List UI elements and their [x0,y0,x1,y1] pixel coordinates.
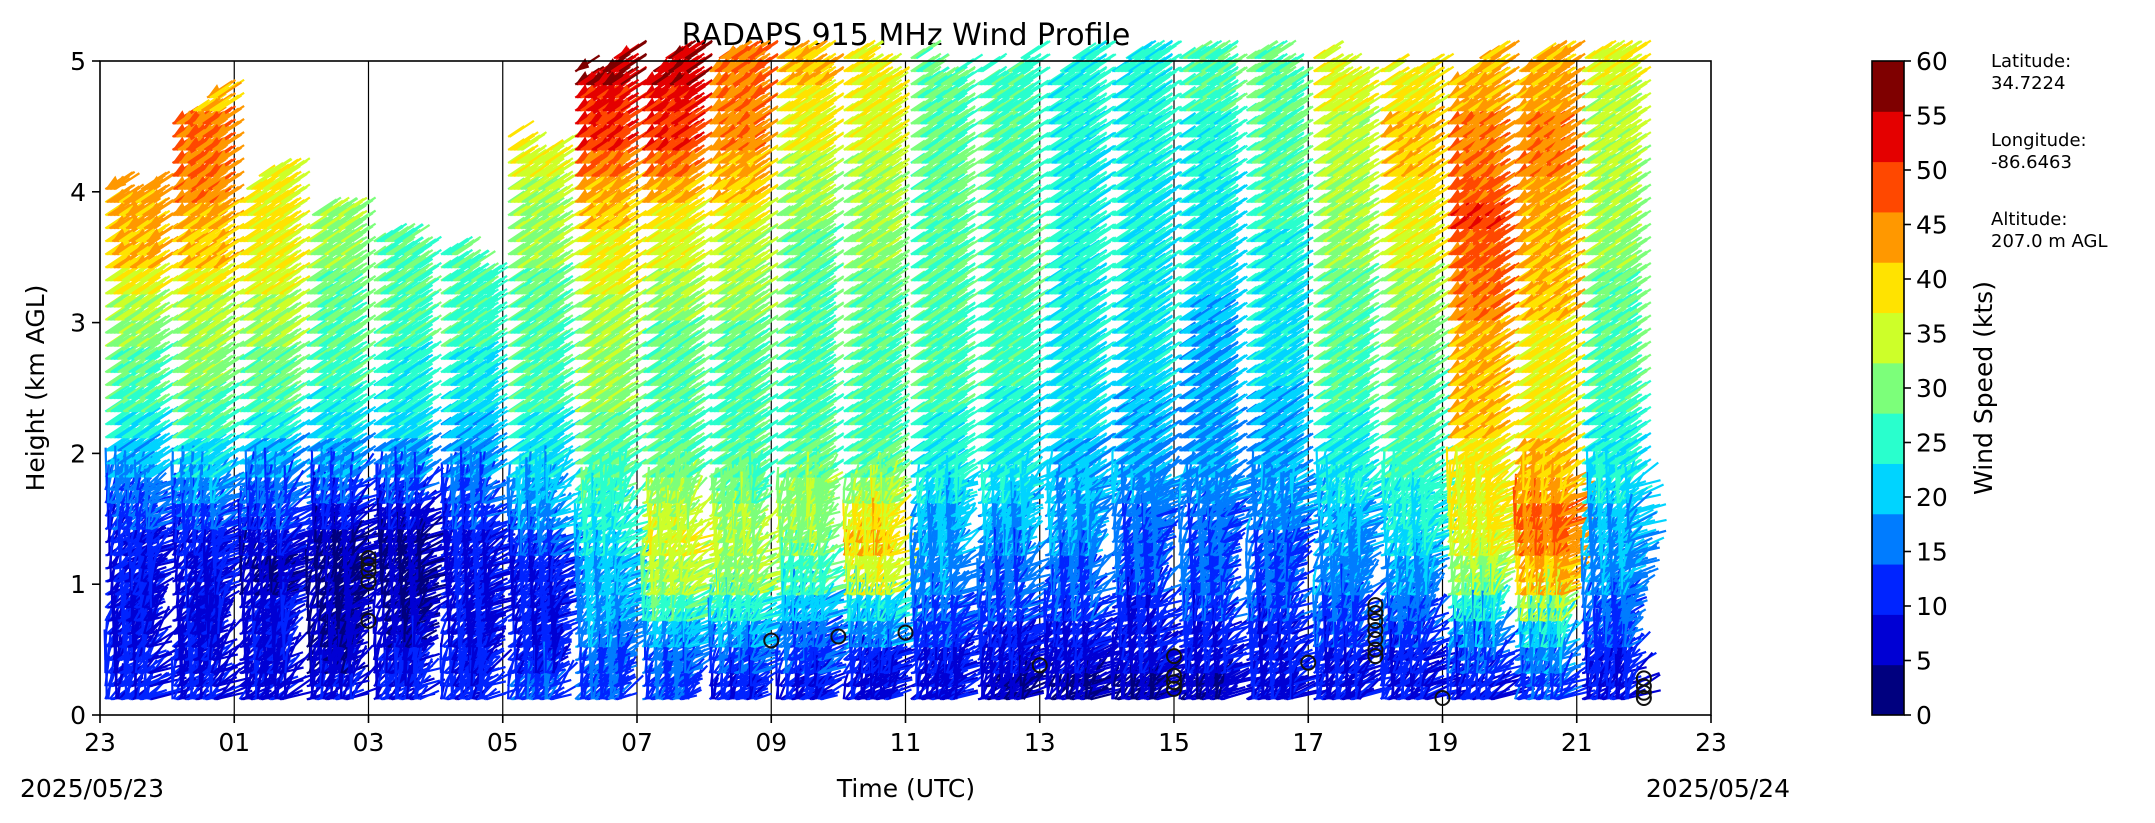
wind-barb [190,450,194,491]
wind-barb [133,459,137,491]
wind-barb [273,455,277,491]
wind-barb [122,615,126,661]
plot-area [99,39,1712,716]
wind-barb [143,468,147,491]
wind-barb [111,540,124,557]
wind-barbs [103,39,1667,701]
wind-barb-pennant [112,175,127,190]
wind-barb [181,445,184,491]
wind-barb [210,468,213,491]
wind-barb [114,172,141,191]
wind-barb [263,447,268,491]
wind-barb [283,465,287,491]
wind-barb [123,450,128,491]
wind-profile-column [103,170,195,701]
wind-barb [118,493,127,517]
